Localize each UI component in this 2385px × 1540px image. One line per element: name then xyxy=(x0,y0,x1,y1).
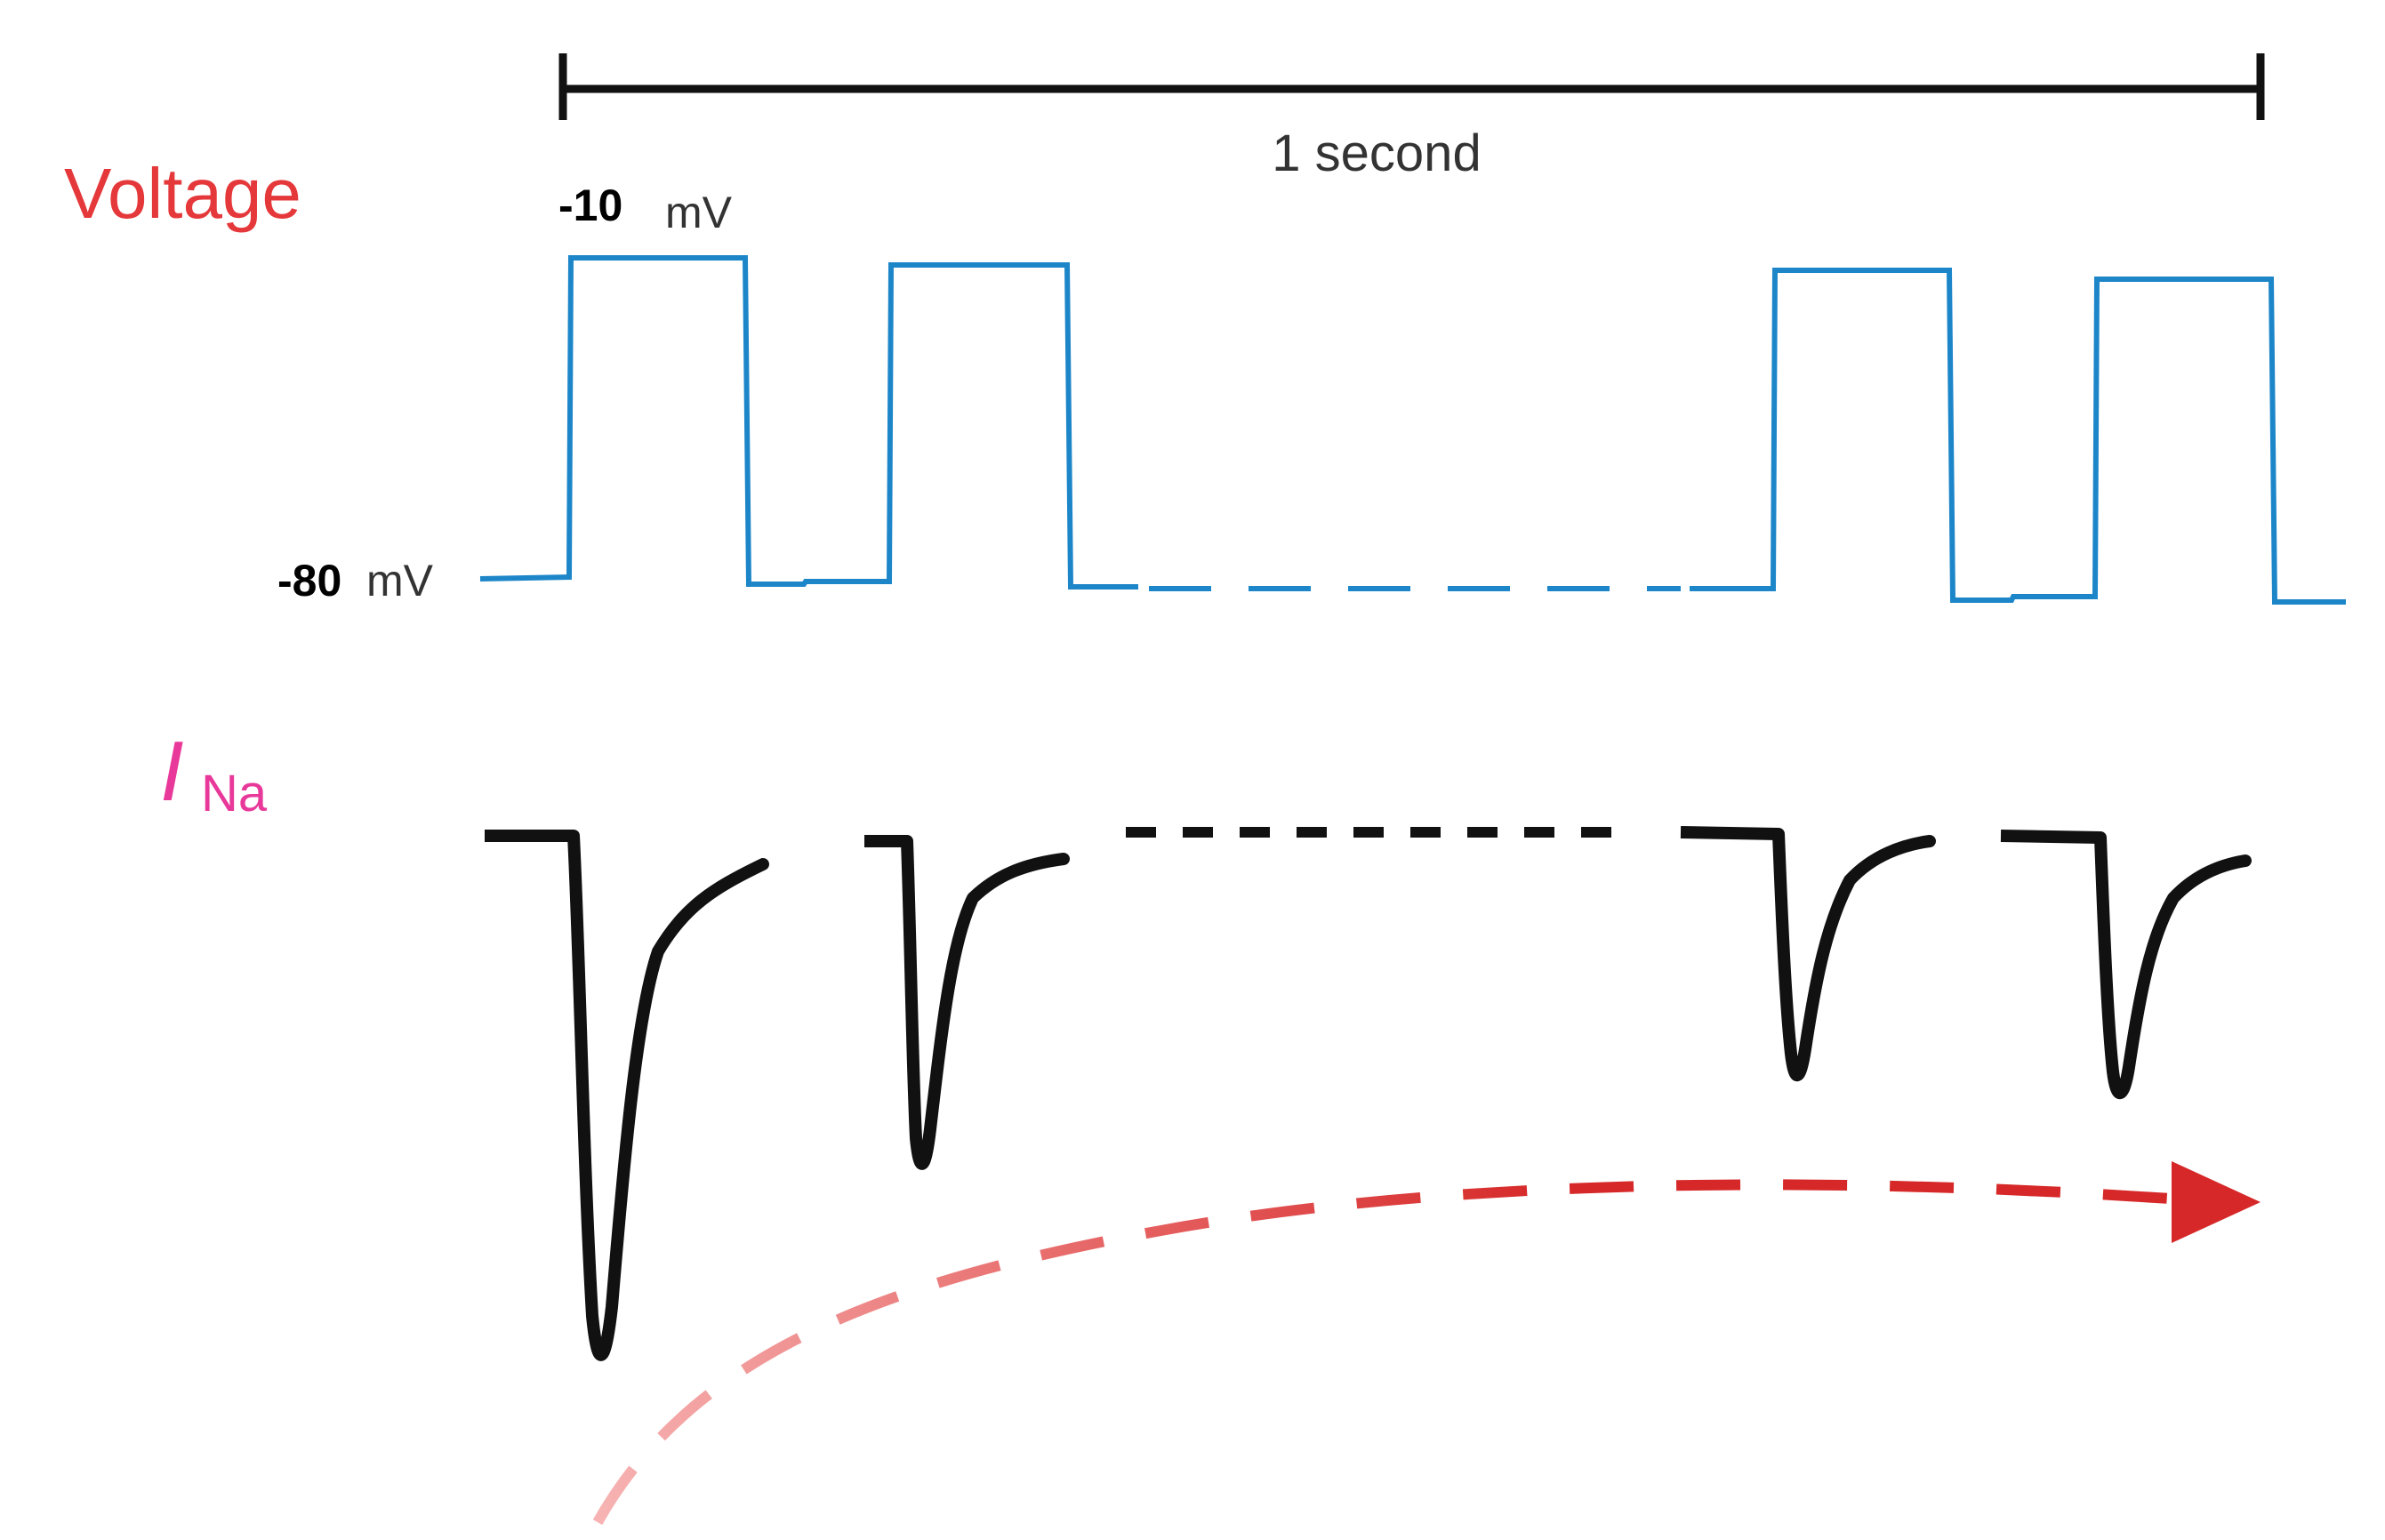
current-transient-4 xyxy=(2094,831,2252,1100)
current-transient-3 xyxy=(1772,828,1936,1082)
scale-bar-label: 1 second xyxy=(1272,124,1481,182)
current-symbol: I xyxy=(160,724,184,819)
step-level-unit: mV xyxy=(665,188,733,237)
current-label: I Na xyxy=(160,724,268,822)
current-transient-1 xyxy=(567,830,769,1361)
voltage-pulses-last xyxy=(1690,268,2346,605)
current-transient-2 xyxy=(901,835,1070,1170)
trend-arrow-curve xyxy=(592,1179,2171,1525)
holding-level-label: -80 mV xyxy=(277,556,434,606)
holding-level-unit: mV xyxy=(366,556,434,606)
time-scale-bar: 1 second xyxy=(558,53,2265,182)
current-baseline-4 xyxy=(2000,830,2101,844)
decline-trend-arrow xyxy=(592,1161,2261,1525)
voltage-title: Voltage xyxy=(64,154,301,233)
current-baseline-3 xyxy=(1680,826,1779,840)
step-level-value: -10 xyxy=(558,180,622,230)
trend-arrowhead xyxy=(2172,1161,2261,1243)
holding-level-value: -80 xyxy=(277,556,341,606)
step-level-label: -10 mV xyxy=(558,180,733,237)
voltage-trace xyxy=(479,255,2346,605)
voltage-pulses-first xyxy=(479,255,1138,590)
sodium-current-trace xyxy=(485,826,2252,1361)
current-subscript: Na xyxy=(201,765,268,822)
